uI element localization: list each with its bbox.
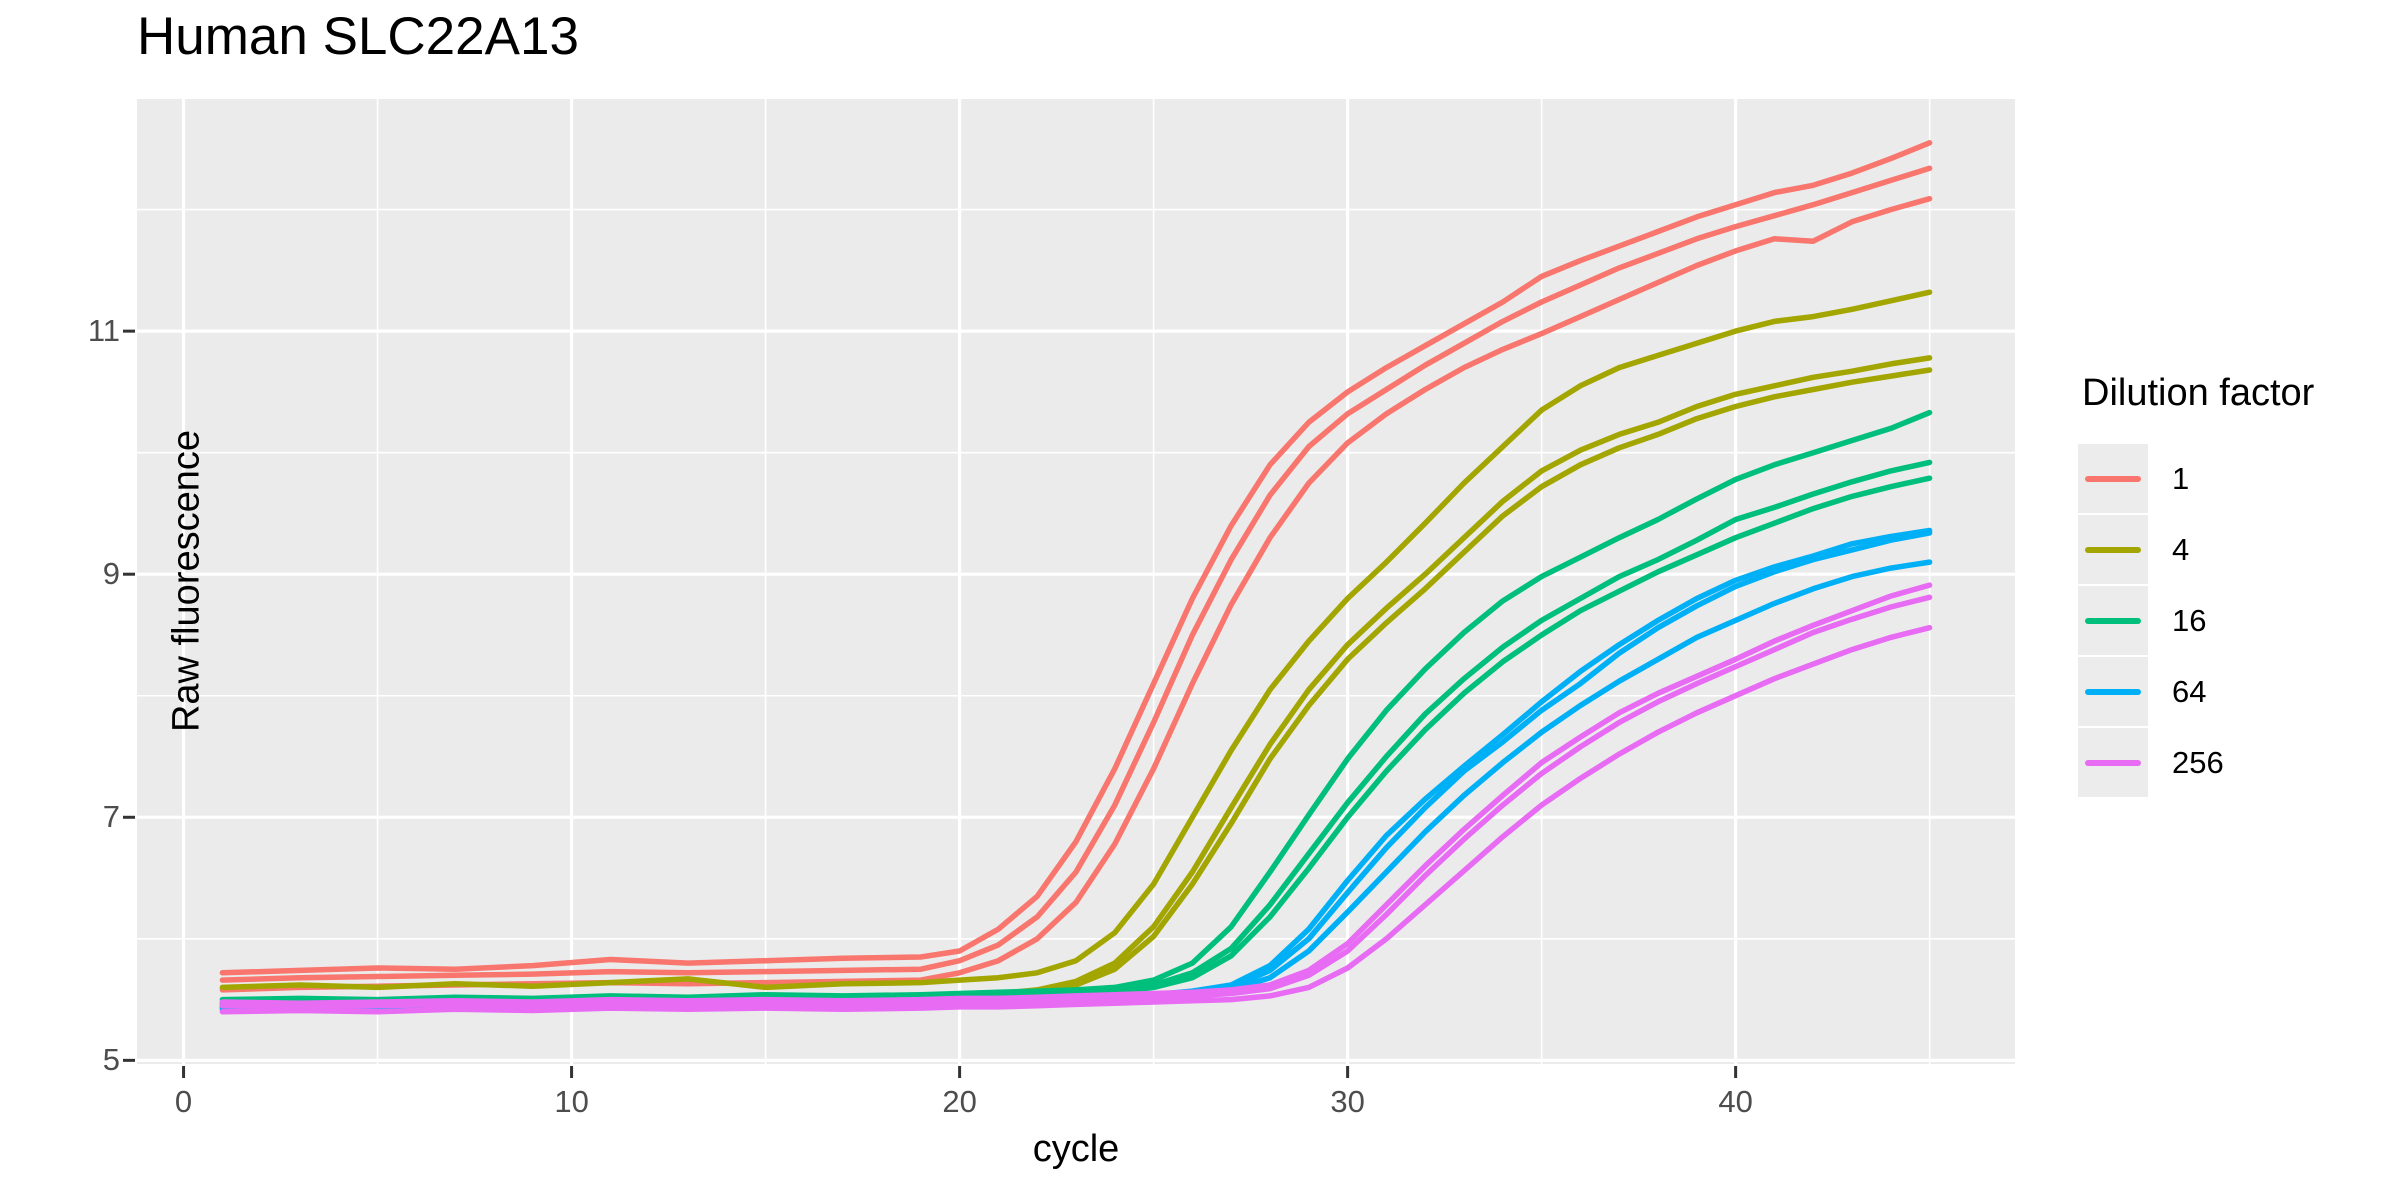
- y-tick-label-9: 9: [102, 556, 120, 592]
- legend-key-line-icon: [2085, 760, 2141, 766]
- x-tick-label-10: 10: [554, 1084, 589, 1119]
- legend-key-box: [2078, 728, 2148, 797]
- legend-key-line-icon: [2085, 547, 2141, 553]
- legend-item-label: 64: [2172, 673, 2207, 709]
- legend-item-label: 256: [2172, 744, 2224, 780]
- legend-key-box: [2078, 657, 2148, 726]
- legend-items: 1 4 16 64 256: [2078, 443, 2398, 798]
- legend-item-16: 16: [2078, 585, 2206, 656]
- series-line-dilution-1-rep2: [219, 165, 1933, 983]
- legend-item-label: 4: [2172, 531, 2190, 567]
- series-line-dilution-256-rep1: [219, 582, 1933, 1006]
- legend: Dilution factor 1 4 16 64 256: [2078, 372, 2398, 798]
- chart-title: Human SLC22A13: [137, 7, 579, 66]
- legend-title: Dilution factor: [2082, 372, 2315, 414]
- x-tick-label-30: 30: [1330, 1084, 1365, 1119]
- series-line-dilution-256-rep2: [219, 594, 1933, 1010]
- y-tick-label-11: 11: [87, 313, 120, 349]
- legend-item-label: 1: [2172, 460, 2190, 496]
- x-axis-title: cycle: [1032, 1128, 1120, 1170]
- legend-key-box: [2078, 444, 2148, 513]
- legend-item-64: 64: [2078, 656, 2206, 727]
- series-line-dilution-256-rep3: [219, 624, 1933, 1015]
- series-line-dilution-1-rep1: [219, 140, 1933, 976]
- series-line-dilution-1-rep3: [219, 195, 1933, 993]
- x-tick-label-20: 20: [942, 1084, 977, 1119]
- x-tick-label-0: 0: [174, 1084, 193, 1119]
- legend-key-box: [2078, 515, 2148, 584]
- legend-item-label: 16: [2172, 602, 2207, 638]
- legend-item-256: 256: [2078, 727, 2224, 798]
- y-axis-title-wrap: Raw fluorescence: [18, 0, 208, 1200]
- legend-key-line-icon: [2085, 689, 2141, 695]
- y-tick-label-5: 5: [102, 1042, 120, 1078]
- series-line-dilution-4-rep1: [219, 289, 1933, 991]
- legend-key-box: [2078, 586, 2148, 655]
- legend-key-line-icon: [2085, 476, 2141, 482]
- legend-item-4: 4: [2078, 514, 2189, 585]
- legend-key-line-icon: [2085, 618, 2141, 624]
- y-tick-label-7: 7: [102, 799, 120, 835]
- y-axis-title: Raw fluorescence: [165, 429, 208, 733]
- legend-item-1: 1: [2078, 443, 2189, 514]
- x-tick-label-40: 40: [1718, 1084, 1753, 1119]
